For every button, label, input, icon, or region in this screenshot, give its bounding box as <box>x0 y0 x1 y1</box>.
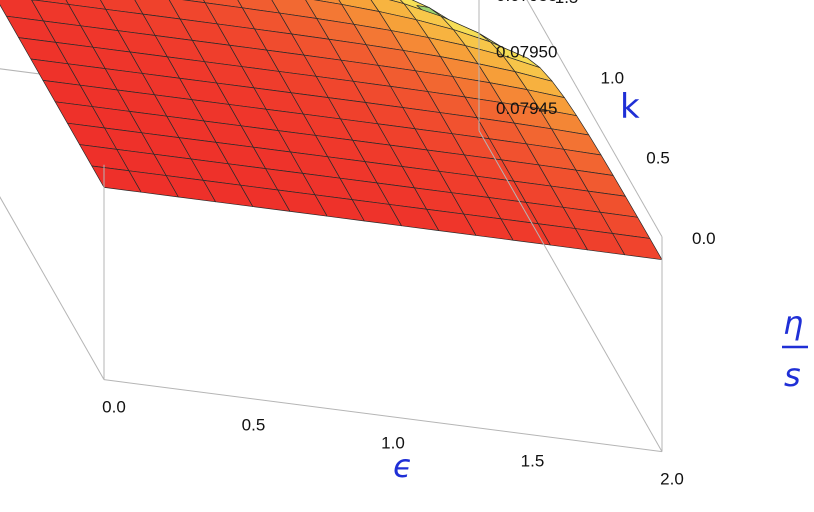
box-edge <box>478 130 663 452</box>
bounding-box-front <box>103 0 663 453</box>
x-tick-label: 1.5 <box>521 452 545 471</box>
k-axis-label: k <box>620 87 640 127</box>
epsilon-axis-label: ϵ <box>393 447 413 485</box>
box-edge <box>0 196 105 380</box>
x-tick-label: 2.0 <box>660 470 684 489</box>
eta-axis-label: η <box>783 304 803 342</box>
box-edge <box>526 0 663 238</box>
surface-mesh <box>0 0 663 261</box>
x-tick-label: 0.5 <box>242 416 266 435</box>
tick-labels: 0.00.51.01.52.00.00.51.01.52.00.079450.0… <box>102 0 715 489</box>
z-tick-label: 0.07950 <box>496 42 557 61</box>
y-tick-label: 0.5 <box>646 149 670 168</box>
y-tick-label: 1.5 <box>555 0 579 7</box>
s-axis-label: s <box>784 356 801 394</box>
surface-patch <box>612 233 663 261</box>
z-tick-label: 0.07955 <box>496 0 557 5</box>
x-tick-label: 0.0 <box>102 398 126 417</box>
x-tick-label: 1.0 <box>381 434 405 453</box>
box-edge <box>103 379 663 453</box>
z-tick-label: 0.07945 <box>496 99 557 118</box>
y-tick-label: 0.0 <box>692 229 716 248</box>
y-tick-label: 1.0 <box>601 68 625 87</box>
